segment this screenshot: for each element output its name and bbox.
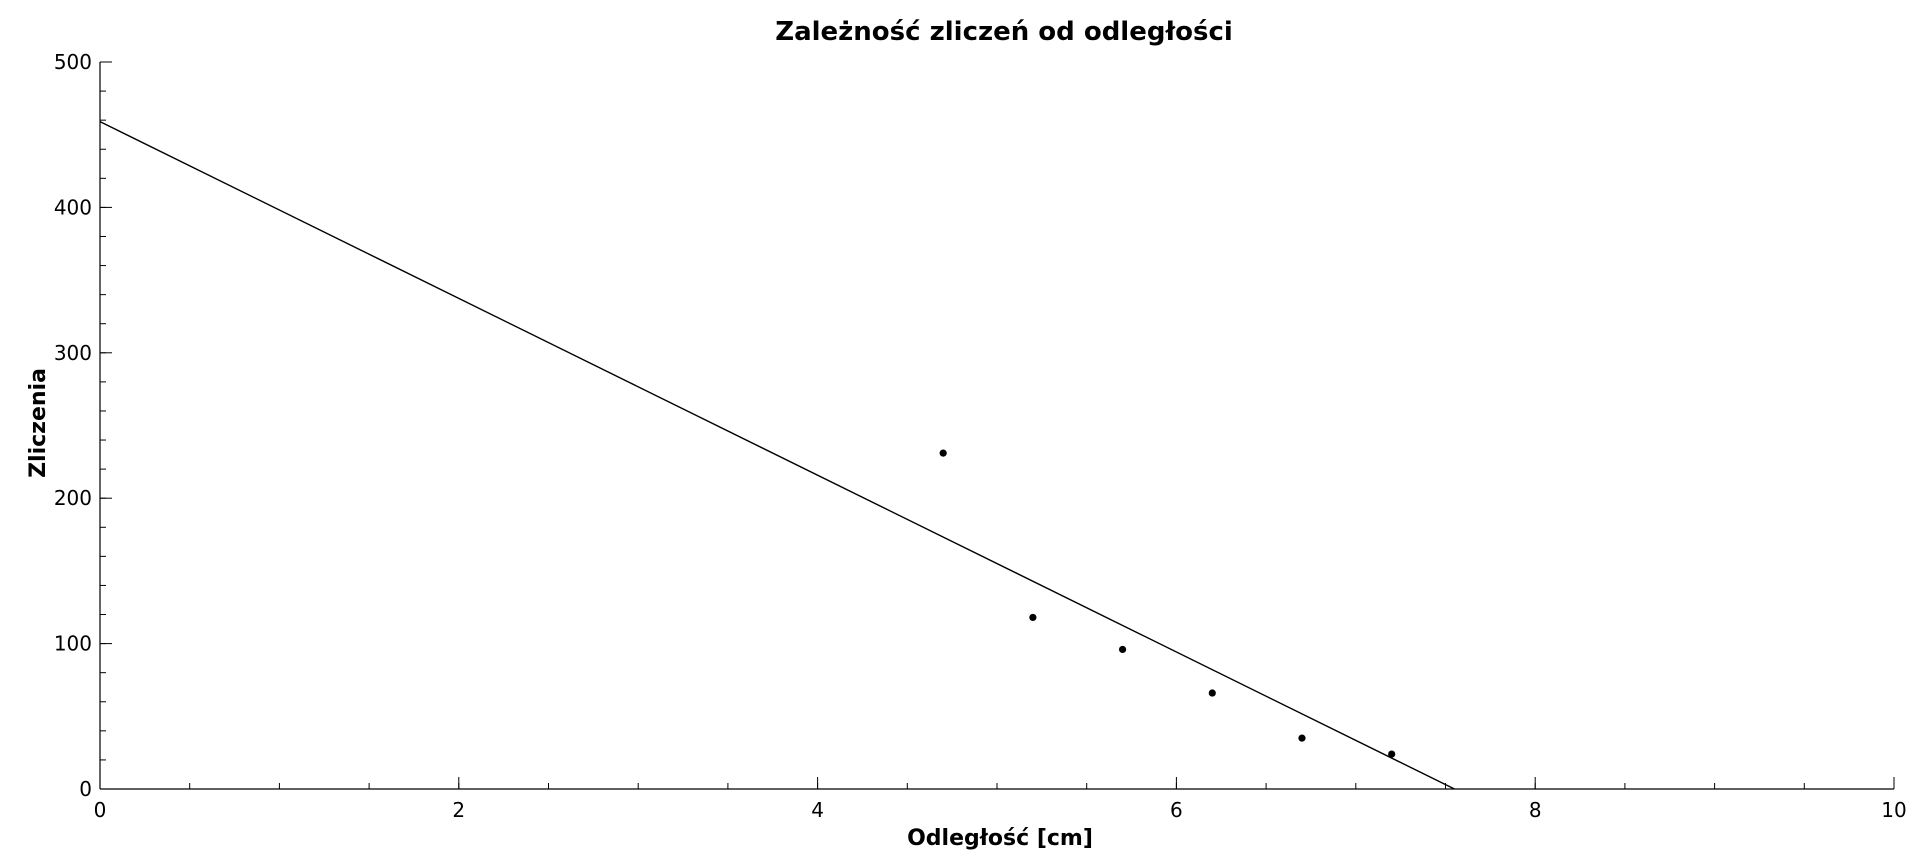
y-tick-label: 300 <box>54 341 92 365</box>
fit-line <box>99 120 1455 790</box>
data-point <box>1118 645 1127 654</box>
data-point <box>939 449 947 457</box>
x-tick-label: 0 <box>94 798 107 822</box>
y-tick-label: 500 <box>54 50 92 74</box>
data-point <box>1388 750 1396 758</box>
x-tick-label: 6 <box>1170 798 1183 822</box>
y-tick-label: 100 <box>54 632 92 656</box>
x-tick-label: 10 <box>1881 798 1906 822</box>
y-tick-label: 200 <box>54 486 92 510</box>
data-point <box>1208 689 1216 697</box>
chart-title: Zależność zliczeń od odległości <box>775 17 1233 47</box>
y-tick-label: 400 <box>54 195 92 219</box>
x-tick-label: 4 <box>811 798 824 822</box>
y-tick-label: 0 <box>79 777 92 801</box>
data-point <box>1298 734 1306 742</box>
x-tick-label: 8 <box>1529 798 1542 822</box>
data-point <box>1029 613 1037 622</box>
y-axis-label: Zliczenia <box>26 368 51 478</box>
x-tick-label: 2 <box>452 798 465 822</box>
x-axis-label: Odległość [cm] <box>907 826 1093 851</box>
